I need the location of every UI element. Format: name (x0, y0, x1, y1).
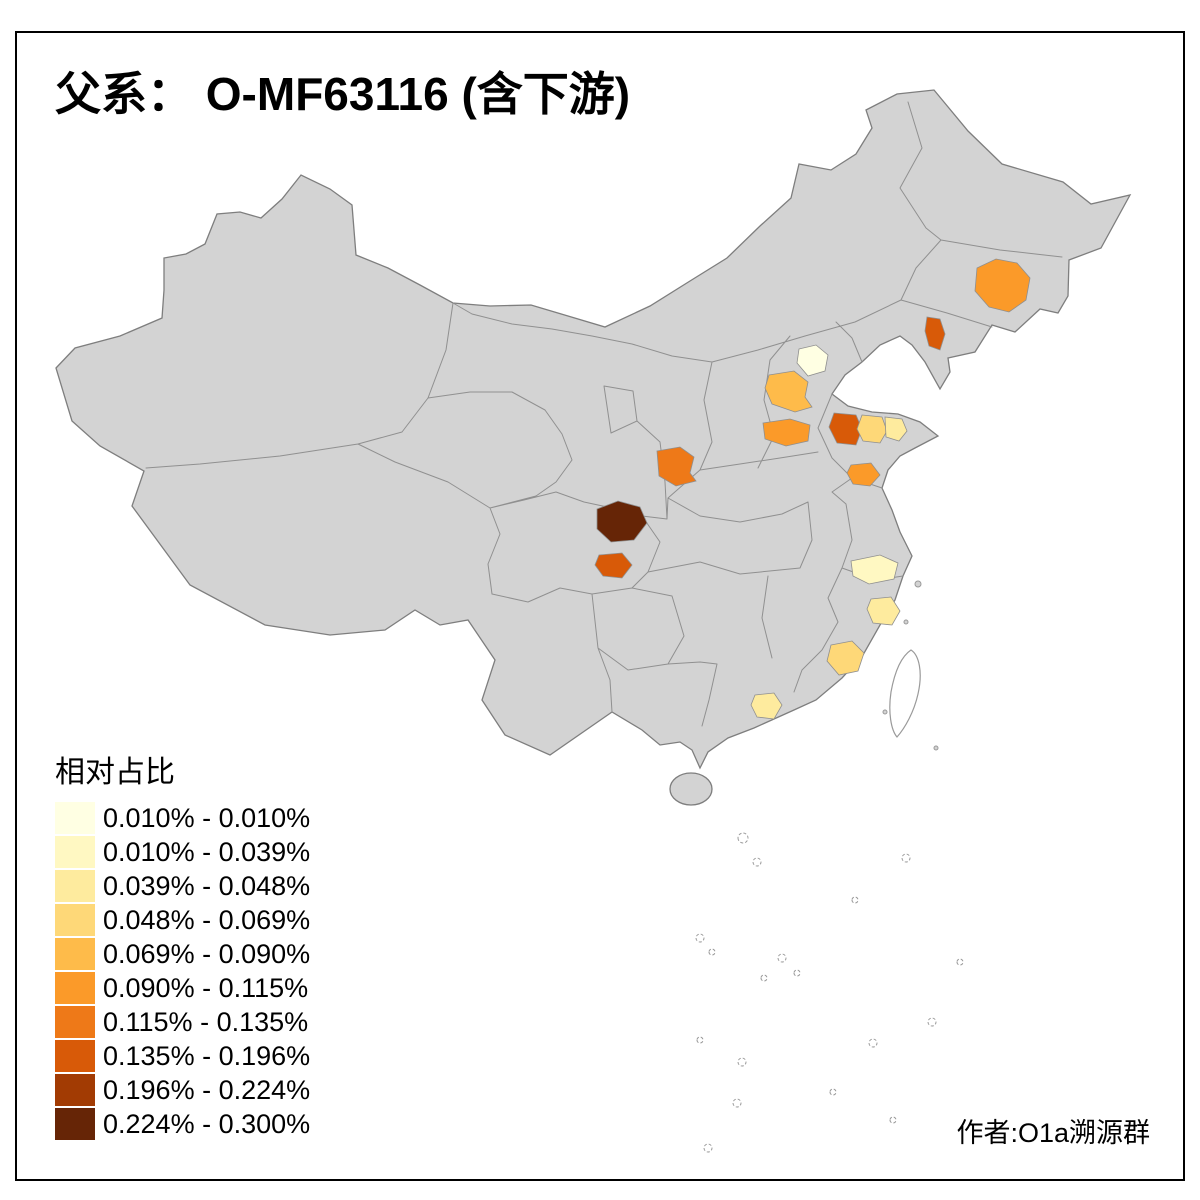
legend-swatch-0 (55, 802, 95, 834)
region-zhejiang-north (866, 596, 901, 626)
legend-bin-label-9: 0.224% - 0.300% (103, 1109, 310, 1139)
region-fujian-coast (826, 640, 865, 676)
legend-swatch-9 (55, 1108, 95, 1140)
legend-swatch-4 (55, 938, 95, 970)
legend-swatch-6 (55, 1006, 95, 1038)
coastal-islets (882, 580, 939, 751)
region-hebei-south (762, 418, 811, 447)
author-credit: 作者:O1a溯源群 (956, 1118, 1150, 1148)
region-jiangsu-south-shanghai (850, 554, 899, 585)
china-mainland (55, 89, 1132, 770)
legend-swatch-3 (55, 904, 95, 936)
region-shandong-central (856, 414, 888, 444)
region-henan-central (656, 446, 697, 487)
region-beijing (796, 344, 829, 377)
legend-bin-label-8: 0.196% - 0.224% (103, 1075, 310, 1105)
region-shandong-south (846, 462, 881, 487)
hainan-island (669, 772, 713, 806)
legend-swatch-5 (55, 972, 95, 1004)
legend-title: 相对占比 (55, 756, 175, 789)
region-sichuan-south (594, 552, 633, 579)
highlighted-prefectures (594, 258, 1031, 720)
legend-swatch-7 (55, 1040, 95, 1072)
legend-bin-label-6: 0.115% - 0.135% (103, 1007, 308, 1037)
region-sichuan-chengdu (596, 500, 648, 543)
province-boundaries (145, 101, 1063, 727)
region-liaoning-east (924, 316, 946, 351)
region-northeast-jilin (974, 258, 1031, 313)
south-china-sea-islets (695, 832, 964, 1153)
legend-swatch-1 (55, 836, 95, 868)
map-title: 父系： O-MF63116 (含下游) (55, 68, 630, 120)
legend-bin-label-0: 0.010% - 0.010% (103, 803, 310, 833)
region-shandong-east (884, 416, 908, 442)
region-guangdong-east (750, 692, 783, 720)
legend-bin-label-7: 0.135% - 0.196% (103, 1041, 310, 1071)
legend-bin-label-4: 0.069% - 0.090% (103, 939, 310, 969)
legend-bin-label-2: 0.039% - 0.048% (103, 871, 310, 901)
legend-swatch-8 (55, 1074, 95, 1106)
taiwan-island (889, 649, 921, 738)
legend-swatch-2 (55, 870, 95, 902)
plot-frame (15, 31, 1185, 1181)
legend-bin-label-1: 0.010% - 0.039% (103, 837, 310, 867)
region-hebei-north (764, 370, 813, 413)
region-shandong-west (828, 412, 863, 446)
legend: 相对占比 0.010% - 0.010% 0.010% - 0.039% 0.0… (55, 756, 310, 1140)
legend-bin-label-5: 0.090% - 0.115% (103, 973, 308, 1003)
legend-bin-label-3: 0.048% - 0.069% (103, 905, 310, 935)
